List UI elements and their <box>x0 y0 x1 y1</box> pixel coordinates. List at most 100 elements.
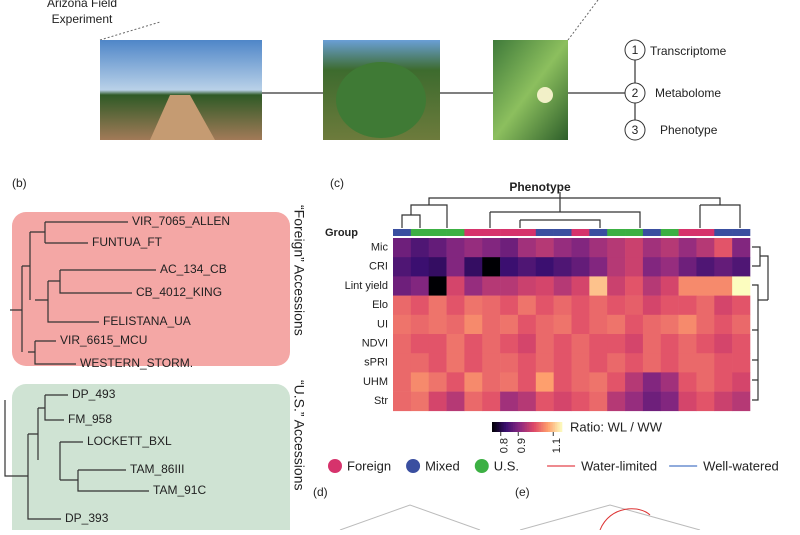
leaf-label: AC_134_CB <box>160 262 227 276</box>
colorbar-step <box>492 422 495 432</box>
heat-cell <box>589 276 608 296</box>
panel-label: (e) <box>515 485 530 499</box>
colorbar-step <box>499 422 502 432</box>
heat-cell <box>660 295 679 316</box>
heat-cell <box>642 276 662 296</box>
heat-cell <box>553 238 572 258</box>
colorbar-step <box>525 422 528 432</box>
leaf-label: FELISTANA_UA <box>103 314 191 328</box>
heat-cell <box>589 372 608 392</box>
heat-cell <box>607 257 626 277</box>
flower <box>537 87 553 103</box>
heat-cell <box>517 353 537 373</box>
heat-cell <box>660 372 679 392</box>
heat-cell <box>410 257 429 277</box>
heat-cell <box>589 353 608 373</box>
heat-cell <box>642 295 662 316</box>
heat-cell <box>428 314 447 335</box>
heat-cell <box>393 276 412 296</box>
colorbar-step <box>500 422 503 432</box>
heat-cell <box>714 314 733 335</box>
group-cell <box>393 229 412 236</box>
heat-cell <box>500 391 519 412</box>
group-cell <box>535 229 554 236</box>
step-label: Metabolome <box>655 86 721 100</box>
colorbar-step <box>530 422 533 432</box>
tree-labels: VIR_7065_ALLEN FUNTUA_FT AC_134_CB CB_40… <box>60 214 230 525</box>
heat-cell <box>428 334 447 354</box>
heat-cell <box>571 257 590 277</box>
heat-cell <box>625 295 644 316</box>
heat-cell <box>446 372 465 392</box>
heat-cell <box>660 353 679 373</box>
heat-cell <box>517 238 537 258</box>
heat-cell <box>678 257 697 277</box>
heat-cell <box>732 334 751 354</box>
heat-cell <box>589 238 608 258</box>
colorbar-step <box>546 422 549 432</box>
heat-cell <box>535 276 554 296</box>
heat-cell <box>517 314 537 335</box>
colorbar-step <box>548 422 551 432</box>
colorbar-step <box>549 422 552 432</box>
heat-cell <box>642 372 662 392</box>
heat-cell <box>607 276 626 296</box>
heat-cell <box>446 295 465 316</box>
heat-cell <box>482 391 501 412</box>
heat-cell <box>714 353 733 373</box>
heat-cell <box>446 257 465 277</box>
group-cell <box>660 229 679 236</box>
colorbar-step <box>532 422 535 432</box>
site-label: Experiment <box>52 12 113 26</box>
step-number: 2 <box>632 86 639 100</box>
heat-cell <box>607 238 626 258</box>
heat-cell <box>535 334 554 354</box>
heat-cell <box>696 314 715 335</box>
heat-cell <box>446 276 465 296</box>
heat-cell <box>714 295 733 316</box>
heat-cell <box>553 372 572 392</box>
heat-cell <box>642 314 662 335</box>
row-label: Elo <box>372 299 388 311</box>
heat-cell <box>607 372 626 392</box>
foreign-tree <box>10 221 156 365</box>
heat-cell <box>571 372 590 392</box>
us-tree <box>4 394 149 520</box>
leaf-photo <box>493 40 568 140</box>
heat-cell <box>660 314 679 335</box>
group-cell <box>517 229 537 236</box>
plot-frame <box>339 504 701 531</box>
heat-cell <box>482 257 501 277</box>
leaf-label: CB_4012_KING <box>136 285 222 299</box>
colorbar-tick-label: 1.1 <box>551 438 563 453</box>
heat-cell <box>607 314 626 335</box>
heat-cell <box>589 334 608 354</box>
heat-cell <box>517 276 537 296</box>
legend: Foreign Mixed U.S. Water-limited Well-watere… <box>328 458 779 473</box>
heat-cell <box>428 391 447 412</box>
colorbar-step <box>528 422 531 432</box>
heat-cell <box>625 314 644 335</box>
colorbar-step <box>497 422 500 432</box>
group-cell <box>714 229 733 236</box>
step-label: Transcriptome <box>650 44 727 58</box>
group-cell <box>678 229 697 236</box>
leaf-label: LOCKETT_BXL <box>87 434 172 448</box>
heat-cell <box>464 391 483 412</box>
heat-cell <box>482 314 501 335</box>
heat-cell <box>535 257 554 277</box>
heatmap-title: Phenotype <box>509 180 571 194</box>
heat-cell <box>393 314 412 335</box>
group-cell <box>625 229 644 236</box>
colorbar-step <box>537 422 540 432</box>
heat-cell <box>482 372 501 392</box>
heat-cell <box>428 276 447 296</box>
heat-cell <box>732 353 751 373</box>
heat-cell <box>410 238 429 258</box>
trajectory <box>599 508 651 531</box>
heat-cell <box>571 314 590 335</box>
heat-cell <box>428 295 447 316</box>
row-label: Mic <box>371 242 389 254</box>
heat-cell <box>482 295 501 316</box>
leaf-label: VIR_7065_ALLEN <box>132 214 230 228</box>
